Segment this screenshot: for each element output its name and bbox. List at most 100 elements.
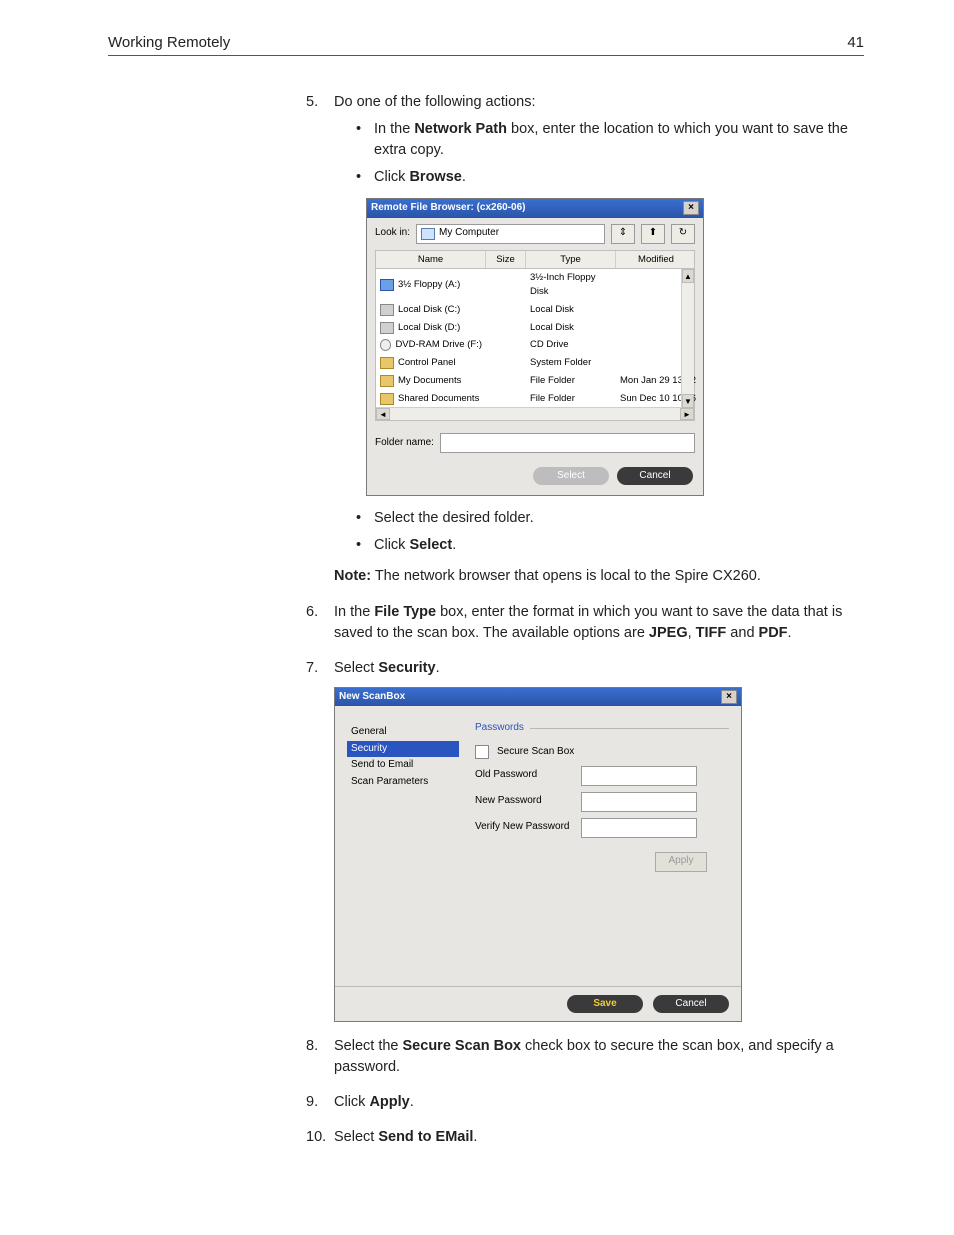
- secure-scan-box-label: Secure Scan Box: [497, 745, 574, 760]
- folder-icon: [380, 357, 394, 369]
- rfb-row-name: DVD-RAM Drive (F:): [395, 338, 482, 352]
- rfb-horizontal-scrollbar[interactable]: ◄ ►: [376, 407, 694, 420]
- up-icon: ⬆: [649, 226, 657, 241]
- nsb-cancel-button[interactable]: Cancel: [653, 995, 729, 1013]
- verify-password-input[interactable]: [581, 818, 697, 838]
- rfb-refresh-button[interactable]: ↻: [671, 224, 695, 244]
- remote-file-browser-dialog: Remote File Browser: (cx260-06) × Look i…: [366, 198, 704, 496]
- rfb-history-button[interactable]: ⇕: [611, 224, 635, 244]
- nsb-sidebar: General Security Send to Email Scan Para…: [347, 724, 459, 974]
- rfb-cancel-button[interactable]: Cancel: [617, 467, 693, 485]
- col-modified[interactable]: Modified: [616, 251, 696, 269]
- col-type[interactable]: Type: [526, 251, 616, 269]
- col-name[interactable]: Name: [376, 251, 486, 269]
- secure-scan-box-checkbox[interactable]: [475, 745, 489, 759]
- step-9-number: 9.: [306, 1092, 318, 1113]
- rfb-row-name: Local Disk (D:): [398, 321, 460, 335]
- step-7-number: 7.: [306, 658, 318, 679]
- nsb-save-button[interactable]: Save: [567, 995, 643, 1013]
- step-5-text: Do one of the following actions:: [334, 94, 536, 110]
- step-9: 9. Click Apply.: [306, 1092, 864, 1113]
- nsb-tab-send-to-email[interactable]: Send to Email: [347, 757, 459, 774]
- old-password-input[interactable]: [581, 766, 697, 786]
- rfb-lookin-label: Look in:: [375, 226, 410, 241]
- folder-icon: [380, 393, 394, 405]
- step-6-number: 6.: [306, 602, 318, 623]
- rfb-row[interactable]: Local Disk (C:)Local Disk: [376, 301, 694, 319]
- verify-password-label: Verify New Password: [475, 820, 573, 835]
- section-title: Working Remotely: [108, 34, 230, 51]
- running-header: Working Remotely 41: [108, 34, 864, 56]
- rfb-title-text: Remote File Browser: (cx260-06): [371, 201, 526, 216]
- step-5-note: Note: The network browser that opens is …: [334, 566, 864, 587]
- rfb-folder-name-input[interactable]: [440, 433, 695, 453]
- rfb-select-button[interactable]: Select: [533, 467, 609, 485]
- scroll-left-icon[interactable]: ◄: [376, 408, 390, 420]
- disk-icon: [380, 322, 394, 334]
- rfb-row-name: My Documents: [398, 374, 461, 388]
- rfb-row-name: Shared Documents: [398, 392, 479, 406]
- rfb-row[interactable]: Shared DocumentsFile FolderSun Dec 10 10…: [376, 390, 694, 408]
- rfb-vertical-scrollbar[interactable]: ▲ ▼: [681, 269, 694, 408]
- rfb-lookin-field[interactable]: My Computer: [416, 224, 605, 244]
- rfb-row-name: Local Disk (C:): [398, 303, 460, 317]
- rfb-titlebar: Remote File Browser: (cx260-06) ×: [367, 199, 703, 218]
- rfb-row-size: [486, 327, 526, 329]
- new-scanbox-dialog: New ScanBox × General Security Send to E…: [334, 687, 742, 1023]
- disk-icon: [380, 304, 394, 316]
- rfb-row-name: Control Panel: [398, 356, 456, 370]
- rfb-file-list: Name Size Type Modified ▲ ▼ 3½ Floppy (A…: [375, 250, 695, 422]
- computer-icon: [421, 228, 435, 240]
- floppy-icon: [380, 279, 394, 291]
- refresh-icon: ↻: [679, 226, 687, 241]
- step-5: 5. Do one of the following actions: In t…: [306, 92, 864, 588]
- scroll-down-icon[interactable]: ▼: [682, 394, 694, 408]
- step-5-bullet-2: Click Browse.: [356, 167, 864, 188]
- rfb-row[interactable]: Local Disk (D:)Local Disk: [376, 319, 694, 337]
- close-icon[interactable]: ×: [683, 201, 699, 215]
- nsb-tab-security[interactable]: Security: [347, 741, 459, 758]
- rfb-folder-label: Folder name:: [375, 436, 434, 451]
- rfb-row[interactable]: My DocumentsFile FolderMon Jan 29 13:12:…: [376, 372, 694, 390]
- folder-icon: [380, 375, 394, 387]
- rfb-column-headers: Name Size Type Modified: [375, 250, 695, 270]
- nsb-title-text: New ScanBox: [339, 690, 405, 705]
- nsb-security-panel: Passwords Secure Scan Box Old Password: [475, 724, 729, 974]
- rfb-row-type: CD Drive: [526, 337, 616, 353]
- nsb-secure-row: Secure Scan Box: [475, 745, 729, 760]
- col-size[interactable]: Size: [486, 251, 526, 269]
- scroll-right-icon[interactable]: ►: [680, 408, 694, 420]
- step-5-bullet-1: In the Network Path box, enter the locat…: [356, 119, 864, 161]
- rfb-row[interactable]: DVD-RAM Drive (F:) CD Drive: [376, 336, 694, 354]
- page-number: 41: [847, 34, 864, 51]
- rfb-lookin-value: My Computer: [439, 226, 499, 241]
- scroll-up-icon[interactable]: ▲: [682, 269, 694, 283]
- nsb-tab-scan-parameters[interactable]: Scan Parameters: [347, 774, 459, 791]
- new-password-input[interactable]: [581, 792, 697, 812]
- rfb-row-size: [486, 309, 526, 311]
- step-5-number: 5.: [306, 92, 318, 113]
- step-8: 8. Select the Secure Scan Box check box …: [306, 1036, 864, 1078]
- step-10-number: 10.: [306, 1127, 326, 1148]
- rfb-row-type: System Folder: [526, 355, 616, 371]
- cd-icon: [380, 339, 391, 351]
- nsb-tab-general[interactable]: General: [347, 724, 459, 741]
- close-icon[interactable]: ×: [721, 690, 737, 704]
- rfb-row[interactable]: Control Panel System Folder: [376, 354, 694, 372]
- updown-icon: ⇕: [619, 226, 627, 241]
- new-password-label: New Password: [475, 794, 573, 809]
- old-password-label: Old Password: [475, 768, 573, 783]
- rfb-toolbar: Look in: My Computer ⇕ ⬆ ↻: [367, 218, 703, 250]
- rfb-folder-name-row: Folder name:: [367, 429, 703, 461]
- rfb-row-name: 3½ Floppy (A:): [398, 278, 460, 292]
- rfb-up-button[interactable]: ⬆: [641, 224, 665, 244]
- rfb-row-type: File Folder: [526, 391, 616, 407]
- step-8-number: 8.: [306, 1036, 318, 1057]
- nsb-apply-button[interactable]: Apply: [655, 852, 707, 872]
- nsb-group-label: Passwords: [475, 721, 530, 736]
- rfb-row-type: File Folder: [526, 373, 616, 389]
- step-6: 6. In the File Type box, enter the forma…: [306, 602, 864, 644]
- rfb-row[interactable]: 3½ Floppy (A:)3½-Inch Floppy Disk: [376, 269, 694, 301]
- rfb-row-size: [486, 380, 526, 382]
- rfb-row-size: [486, 362, 526, 364]
